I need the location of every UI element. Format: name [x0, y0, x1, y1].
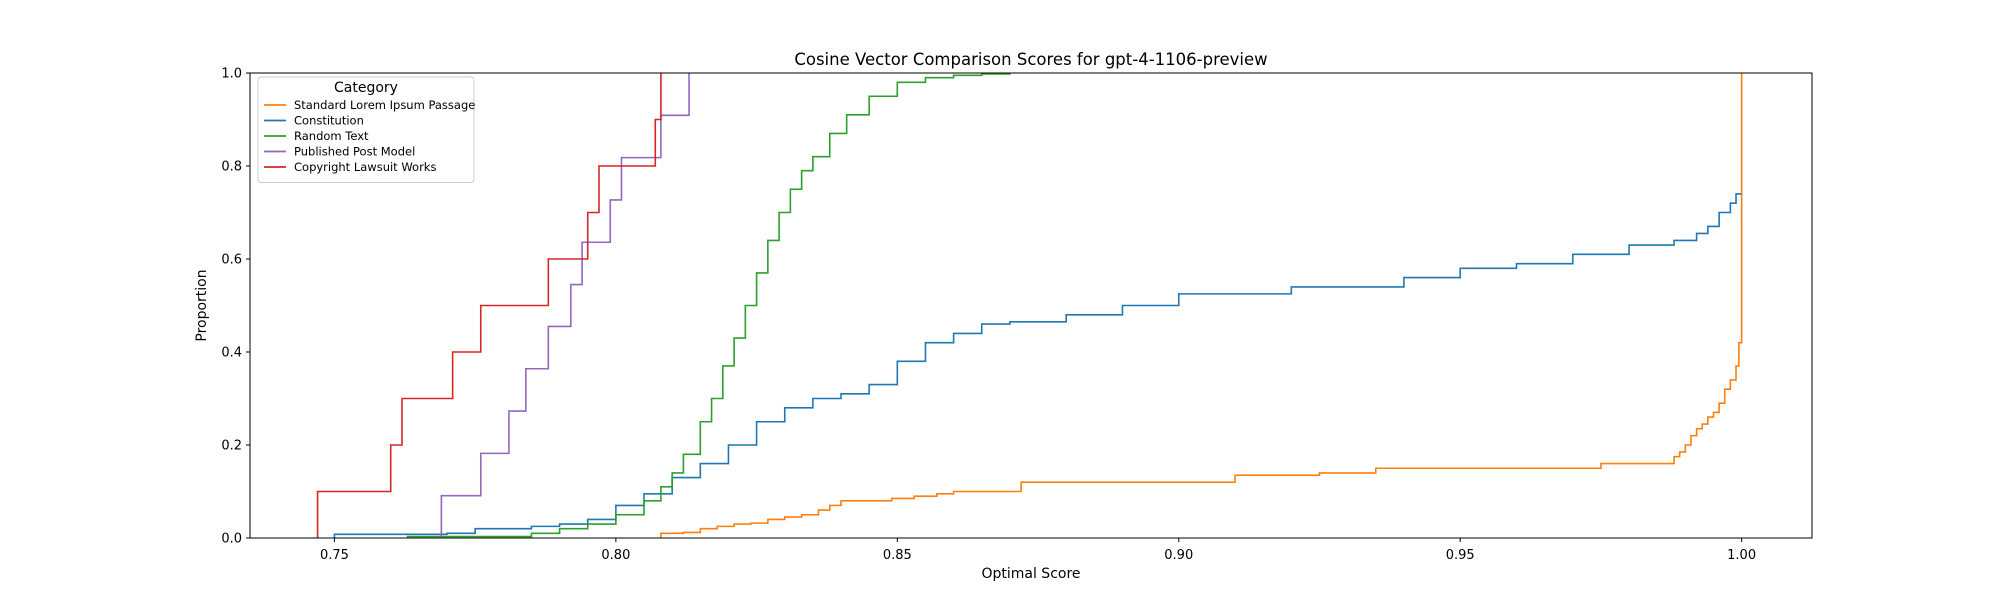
x-tick-label: 0.95 — [1446, 548, 1475, 563]
legend-label: Copyright Lawsuit Works — [294, 160, 436, 174]
series-line-1 — [660, 73, 1743, 538]
y-tick-label: 0.2 — [221, 439, 242, 454]
legend-box — [257, 76, 475, 183]
y-tick-label: 1.0 — [221, 67, 242, 82]
y-tick-label: 0.8 — [221, 160, 242, 175]
legend-label: Standard Lorem Ipsum Passage — [294, 98, 475, 112]
y-axis: 0.0 0.2 0.4 0.6 0.8 1.0 — [221, 67, 250, 547]
series-layer — [316, 73, 1743, 538]
legend-label: Random Text — [294, 129, 369, 143]
series-line-3 — [406, 73, 1011, 538]
x-tick-label: 0.75 — [320, 548, 349, 563]
x-tick-label: 0.85 — [883, 548, 912, 563]
x-tick-label: 0.90 — [1164, 548, 1193, 563]
legend-title: Category — [334, 80, 398, 96]
series-line-4 — [440, 73, 690, 538]
series-line-5 — [316, 73, 662, 538]
y-tick-label: 0.0 — [221, 532, 242, 547]
y-axis-label: Proportion — [194, 269, 210, 341]
x-tick-label: 0.80 — [601, 548, 630, 563]
legend-label: Constitution — [294, 114, 364, 128]
x-tick-label: 1.00 — [1727, 548, 1756, 563]
chart-title: Cosine Vector Comparison Scores for gpt-… — [794, 50, 1267, 69]
y-tick-label: 0.4 — [221, 346, 242, 361]
legend-items: Standard Lorem Ipsum Passage Constitution… — [264, 98, 475, 174]
axes-frame — [249, 72, 1813, 539]
x-axis-label: Optimal Score — [981, 566, 1080, 582]
plot-area — [249, 72, 1813, 539]
legend-label: Published Post Model — [294, 145, 415, 159]
y-tick-label: 0.6 — [221, 253, 242, 268]
legend: Category Standard Lorem Ipsum Passage Con… — [257, 76, 475, 183]
x-axis: 0.75 0.80 0.85 0.90 0.95 1.00 — [320, 538, 1756, 563]
